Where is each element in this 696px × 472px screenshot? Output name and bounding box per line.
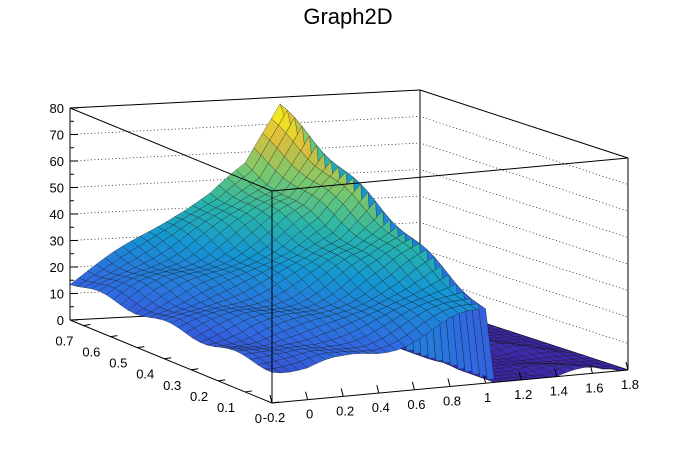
z-tick-label: 0 (57, 313, 64, 328)
z-tick-label: 40 (50, 207, 64, 222)
z-tick-label: 60 (50, 154, 64, 169)
z-tick-label: 70 (50, 128, 64, 143)
x-tick (340, 388, 344, 397)
x-tick-label: 1.4 (550, 384, 568, 399)
grid-line (69, 89, 629, 159)
y-tick-label: 0.1 (217, 400, 235, 415)
y-tick (110, 335, 118, 338)
x-tick-label: 0.8 (443, 394, 461, 409)
x-tick-label: 1.8 (621, 377, 639, 392)
box-edge-back (419, 89, 629, 159)
y-tick (164, 357, 172, 360)
x-tick (589, 365, 593, 374)
x-axis: -0.2 0 0.2 0.4 0.6 0.8 1 1.2 1.4 1.6 1.8 (263, 361, 639, 425)
x-tick (269, 394, 273, 404)
chart-title: Graph2D (303, 4, 392, 29)
y-tick-label: 0 (255, 411, 262, 426)
surface-mesh (69, 103, 629, 383)
z-tick-label: 80 (50, 101, 64, 116)
y-axis: 0 0.1 0.2 0.3 0.4 0.5 0.6 0.7 (55, 324, 280, 426)
z-tick-label: 30 (50, 234, 64, 249)
x-tick (625, 361, 629, 371)
y-tick (218, 379, 226, 382)
x-tick-label: 0.4 (372, 400, 390, 415)
y-tick (137, 346, 145, 349)
x-tick (483, 375, 487, 384)
y-tick (191, 368, 199, 371)
z-tick-label: 10 (50, 287, 64, 302)
box-edge-front (69, 319, 273, 404)
z-tick-label: 20 (50, 260, 64, 275)
y-tick (83, 324, 91, 327)
x-tick-label: 1.6 (585, 380, 603, 395)
y-tick-label: 0.3 (163, 378, 181, 393)
y-tick-label: 0.4 (136, 367, 154, 382)
x-tick-label: 0 (306, 407, 313, 422)
x-tick-label: 1 (484, 390, 491, 405)
z-tick-label: 50 (50, 181, 64, 196)
z-axis: 0 10 20 30 40 50 60 70 80 (50, 101, 78, 328)
y-tick-label: 0.5 (109, 356, 127, 371)
x-tick-label: -0.2 (263, 410, 285, 425)
x-tick (447, 378, 451, 387)
x-tick-label: 0.2 (336, 403, 354, 418)
x-tick (518, 371, 522, 381)
x-tick (554, 368, 558, 377)
y-tick-label: 0.6 (82, 345, 100, 360)
y-tick-label: 0.7 (55, 334, 73, 349)
x-tick (376, 384, 380, 394)
x-tick (305, 391, 309, 400)
x-tick-label: 1.2 (514, 387, 532, 402)
box-edge-back (69, 89, 421, 109)
axis-box-front (69, 107, 629, 404)
x-tick-label: 0.6 (407, 397, 425, 412)
x-tick (411, 381, 415, 390)
y-tick (271, 401, 280, 404)
y-tick (244, 390, 253, 393)
box-edge-front (69, 107, 273, 192)
box-edge-front (271, 157, 629, 192)
y-tick-label: 0.2 (190, 389, 208, 404)
